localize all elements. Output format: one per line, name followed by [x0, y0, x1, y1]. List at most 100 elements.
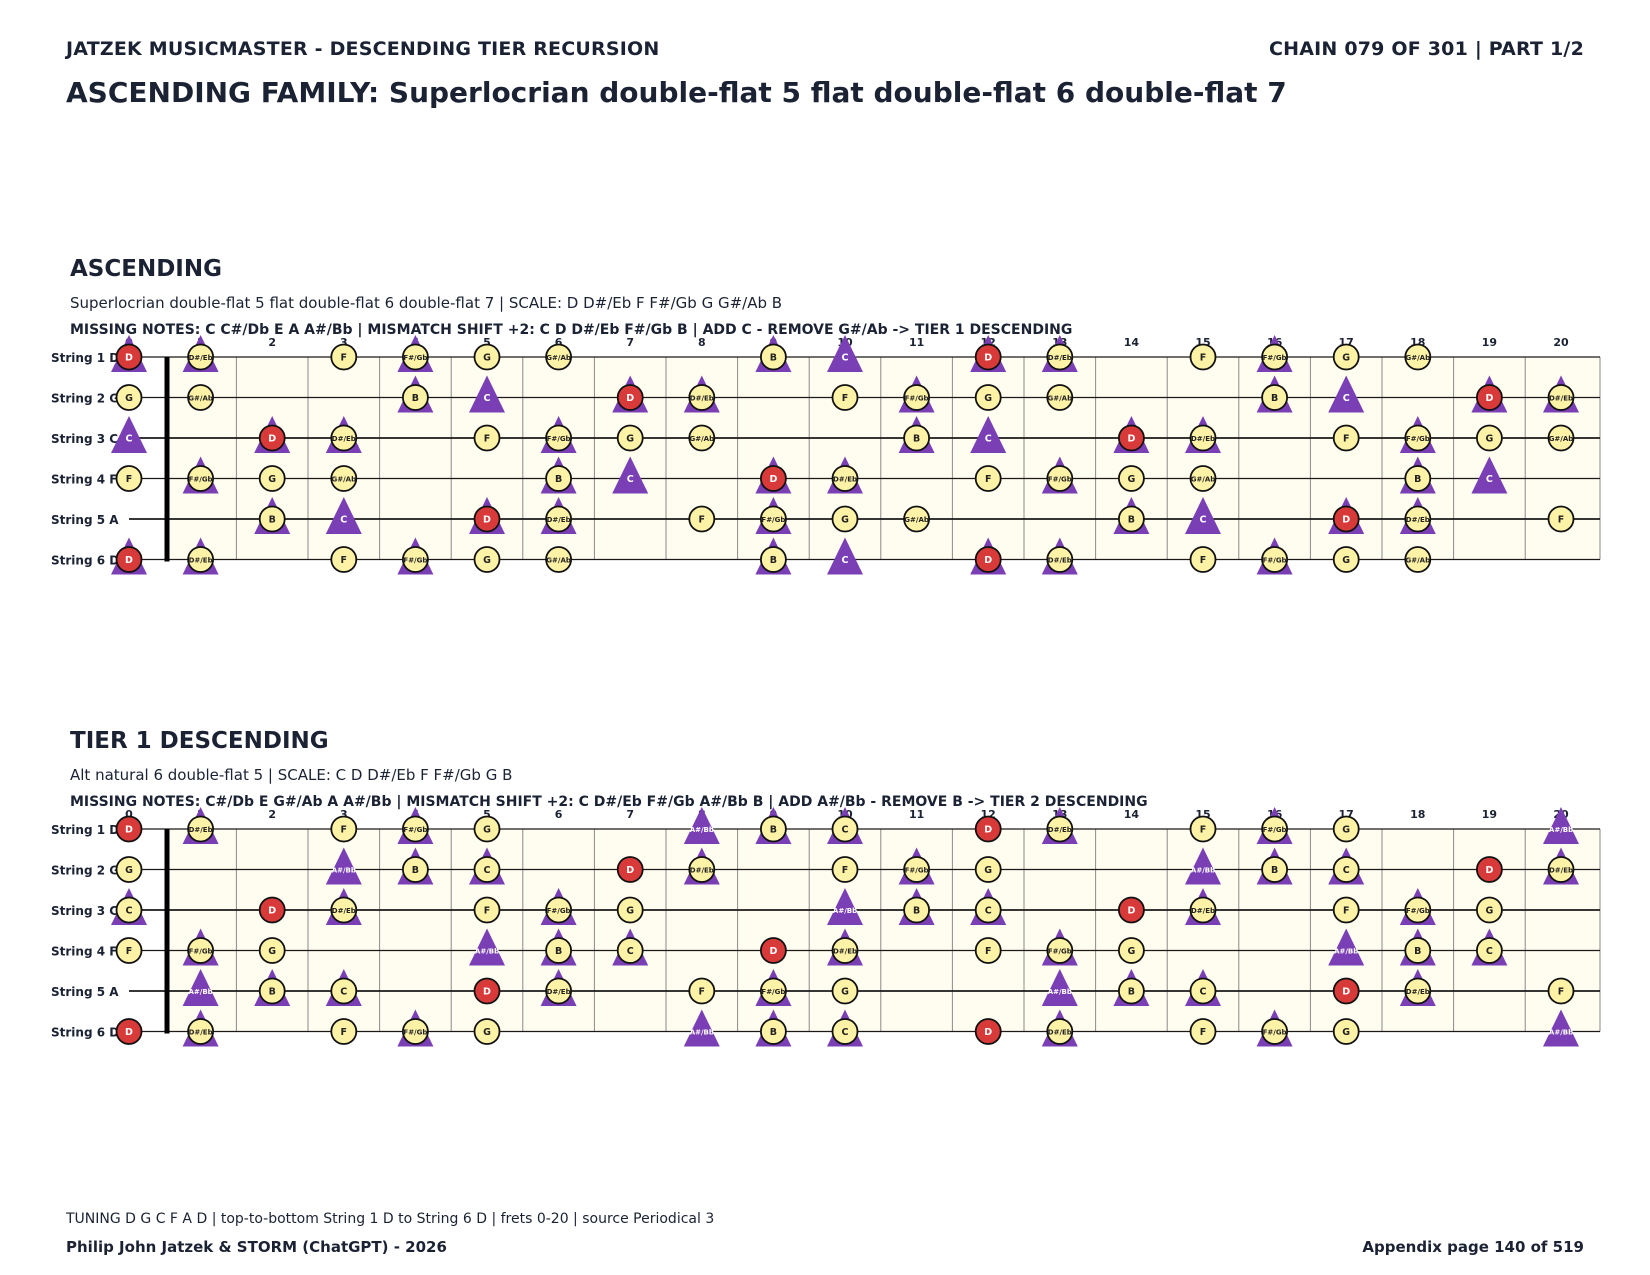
- scale-note-circle: [258, 937, 286, 964]
- note-label: G: [483, 825, 491, 836]
- note-label: D#/Eb: [547, 516, 571, 524]
- note-marker: F#/Gb: [1041, 456, 1078, 494]
- note-label: G: [1127, 946, 1135, 957]
- note-marker: F#/Gb: [898, 847, 935, 885]
- scale-note-circle: [1046, 465, 1074, 492]
- note-label: C: [842, 825, 849, 836]
- note-label: C: [1200, 987, 1207, 998]
- section-subtitle-tier1: Alt natural 6 double-flat 5 | SCALE: C D…: [70, 766, 513, 784]
- note-label: G#/Ab: [1549, 435, 1574, 443]
- note-marker: B: [1113, 497, 1150, 534]
- scale-note-circle: [473, 546, 501, 573]
- note-label: G: [626, 434, 634, 445]
- shift-marker-triangle: [1328, 375, 1365, 413]
- note-label: A#/Bb: [690, 1028, 714, 1036]
- note-label: F: [1558, 515, 1565, 526]
- note-marker: D: [1113, 416, 1150, 453]
- scale-note-circle: [1332, 896, 1360, 924]
- note-label: F: [126, 946, 133, 957]
- note-label: D: [769, 474, 777, 485]
- note-label: F: [484, 434, 491, 445]
- note-label: D#/Eb: [332, 907, 356, 915]
- root-note-circle: [115, 546, 143, 573]
- scale-note-circle: [903, 384, 930, 411]
- note-marker: G#/Ab: [545, 343, 572, 371]
- note-label: G: [984, 393, 992, 404]
- note-label: D#/Eb: [1406, 988, 1430, 996]
- scale-note-circle: [1261, 1018, 1288, 1045]
- note-marker: D#/Eb: [1041, 335, 1078, 372]
- note-label: F#/Gb: [761, 988, 785, 996]
- note-label: F#/Gb: [1048, 947, 1072, 955]
- note-marker: F: [1189, 343, 1217, 371]
- shift-marker-triangle: [469, 375, 505, 413]
- note-label: D: [626, 865, 634, 876]
- note-marker: G: [258, 937, 286, 964]
- note-marker: C: [1185, 497, 1221, 534]
- scale-note-circle: [330, 343, 358, 371]
- note-marker: G#/Ab: [1404, 546, 1432, 573]
- note-marker: F#/Gb: [1041, 928, 1078, 966]
- root-note-circle: [1332, 505, 1360, 533]
- note-label: F#/Gb: [905, 866, 929, 874]
- note-marker: F: [1332, 896, 1360, 924]
- note-marker: D: [1332, 977, 1360, 1005]
- string-label: String 1 D: [51, 351, 119, 365]
- string-label: String 6 D: [51, 554, 119, 568]
- note-marker: F#/Gb: [397, 537, 434, 575]
- scale-note-circle: [1046, 815, 1074, 843]
- scale-note-circle: [1547, 384, 1575, 411]
- note-marker: D#/Eb: [1041, 1009, 1078, 1047]
- note-marker: D: [974, 815, 1002, 843]
- note-marker: F#/Gb: [540, 416, 577, 453]
- note-marker: A#/Bb: [182, 969, 219, 1006]
- note-label: C: [842, 1027, 849, 1038]
- note-marker: F#/Gb: [182, 928, 219, 966]
- scale-note-circle: [401, 384, 429, 411]
- string-label: String 4 F: [51, 473, 117, 487]
- note-marker: G: [1476, 424, 1503, 452]
- note-marker: F: [831, 856, 859, 883]
- note-marker: D#/Eb: [1185, 416, 1221, 453]
- scale-note-circle: [473, 424, 501, 452]
- note-marker: D#/Eb: [827, 456, 863, 494]
- note-marker: C: [827, 537, 863, 575]
- scale-note-circle: [903, 896, 930, 924]
- note-label: F#/Gb: [403, 354, 427, 362]
- note-marker: D#/Eb: [182, 807, 219, 844]
- note-label: D: [483, 987, 491, 998]
- note-marker: G#/Ab: [1404, 343, 1432, 371]
- note-label: F: [842, 393, 849, 404]
- note-label: B: [1414, 946, 1421, 957]
- footer-page: Appendix page 140 of 519: [1362, 1238, 1584, 1256]
- root-note-circle: [1476, 856, 1503, 883]
- note-marker: F: [330, 343, 358, 371]
- note-label: F: [985, 474, 992, 485]
- note-marker: A#/Bb: [325, 847, 362, 885]
- scale-note-circle: [401, 815, 429, 843]
- note-label: G#/Ab: [689, 435, 714, 443]
- scale-note-circle: [545, 977, 572, 1005]
- scale-note-circle: [831, 937, 859, 964]
- fret-number: 5: [483, 336, 491, 349]
- shift-marker-triangle: [325, 497, 362, 534]
- note-label: C: [1343, 393, 1350, 404]
- note-label: F#/Gb: [1263, 826, 1287, 834]
- note-marker: D: [1471, 375, 1508, 413]
- shift-marker-triangle: [1328, 928, 1365, 966]
- note-marker: D: [612, 375, 649, 413]
- note-label: F: [1200, 555, 1207, 566]
- root-note-circle: [258, 896, 286, 924]
- note-label: C: [627, 474, 634, 485]
- root-note-circle: [616, 384, 644, 411]
- scale-note-circle: [760, 815, 787, 843]
- string-label: String 3 C: [51, 432, 118, 446]
- scale-note-circle: [545, 937, 572, 964]
- note-label: G: [984, 865, 992, 876]
- note-label: G: [483, 353, 491, 364]
- fret-number: 14: [1124, 808, 1140, 821]
- note-label: C: [340, 515, 347, 526]
- scale-note-circle: [473, 896, 501, 924]
- note-marker: D: [473, 977, 501, 1005]
- scale-note-circle: [1404, 424, 1432, 452]
